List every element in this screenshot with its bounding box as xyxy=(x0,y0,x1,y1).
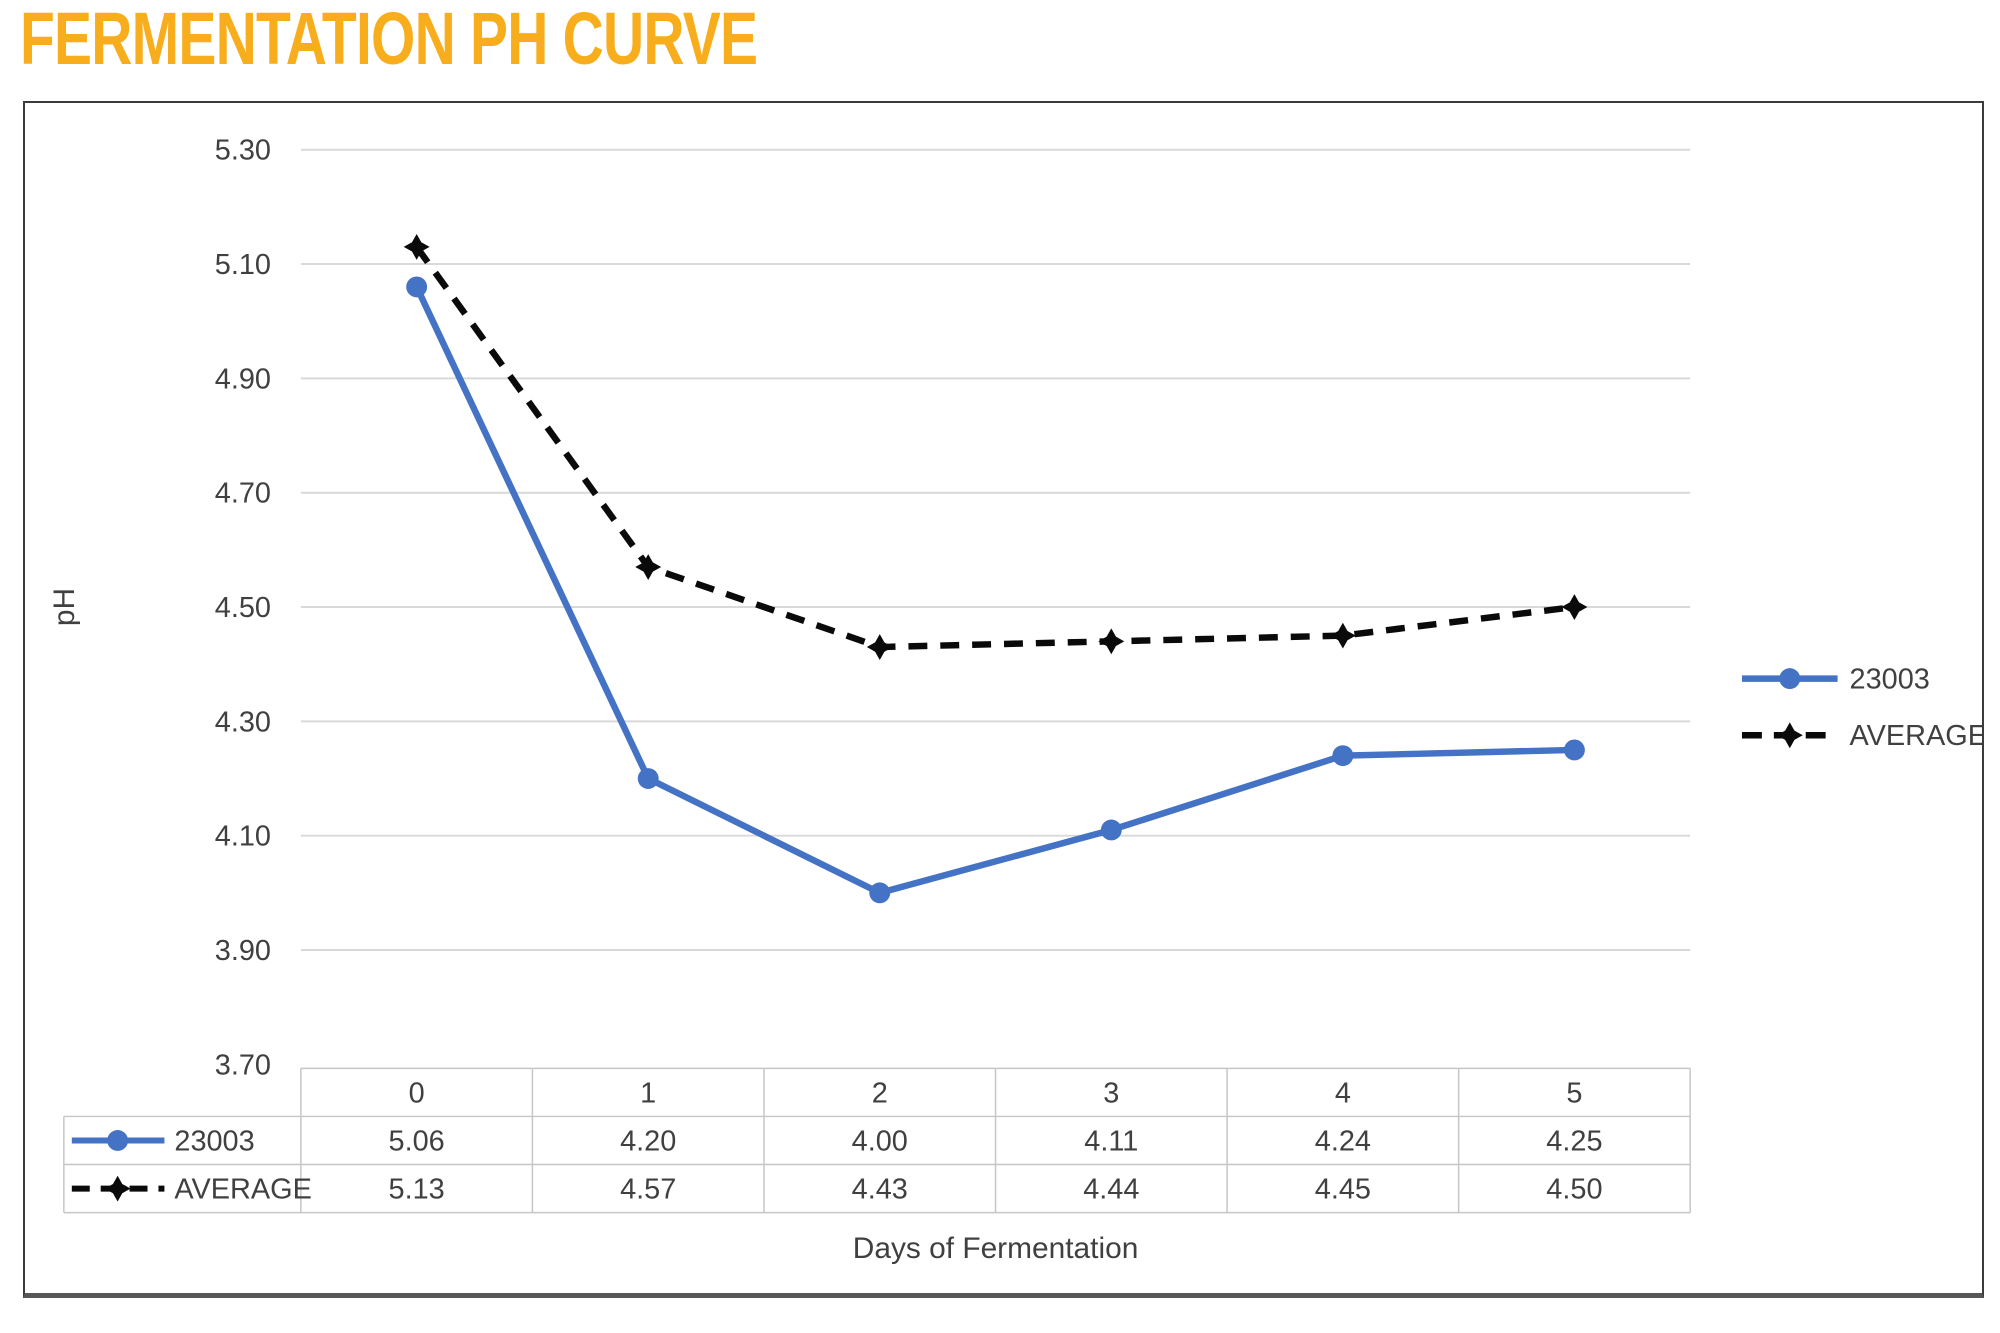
fermentation-ph-line-chart: 5.305.104.904.704.504.304.103.903.70pH23… xyxy=(48,135,1982,1266)
y-tick-label: 4.30 xyxy=(215,706,271,738)
y-tick-label: 4.70 xyxy=(215,478,271,510)
y-tick-label: 3.70 xyxy=(215,1049,271,1081)
y-tick-label: 3.90 xyxy=(215,935,271,967)
table-cell: 4.44 xyxy=(1083,1174,1139,1206)
table-key-marker-23003 xyxy=(107,1130,129,1151)
table-cell: 4.50 xyxy=(1546,1174,1602,1206)
table-row-label: 23003 xyxy=(174,1125,254,1157)
table-cell: 4.45 xyxy=(1315,1174,1371,1206)
chart-frame: 5.30 5.10 4.90 4.70 4.50 4.30 4.10 3.90 3.70 pH 23… xyxy=(23,101,1984,1298)
data-point-average-2 xyxy=(866,634,893,660)
table-header-cell: 2 xyxy=(872,1077,888,1109)
data-point-average-1 xyxy=(635,554,662,580)
series-line-average xyxy=(414,245,1575,651)
data-point-23003-3 xyxy=(1100,819,1122,841)
data-point-23003-5 xyxy=(1563,739,1585,761)
legend-label-average: AVERAGE xyxy=(1850,720,1982,752)
data-point-average-4 xyxy=(1329,622,1356,649)
y-tick-label: 5.30 xyxy=(215,135,271,167)
data-point-average-5 xyxy=(1561,594,1588,620)
y-axis-title: pH xyxy=(48,588,81,626)
series-line-23003 xyxy=(413,285,1575,897)
x-axis-title: Days of Fermentation xyxy=(853,1232,1139,1265)
table-cell: 4.57 xyxy=(620,1174,676,1206)
legend-key-marker-average xyxy=(1776,722,1803,749)
table-cell: 5.13 xyxy=(389,1174,445,1206)
page-title: FERMENTATION PH CURVE xyxy=(20,0,758,80)
table-header-cell: 3 xyxy=(1103,1077,1119,1109)
table-cell: 4.43 xyxy=(852,1174,908,1206)
y-tick-label: 4.10 xyxy=(215,821,271,853)
table-header-cell: 4 xyxy=(1335,1077,1351,1109)
data-point-23003-2 xyxy=(869,882,891,904)
table-cell: 5.06 xyxy=(389,1125,445,1157)
table-row-label: AVERAGE xyxy=(174,1174,311,1206)
legend-label-23003: 23003 xyxy=(1850,664,1930,696)
table-header-cell: 5 xyxy=(1566,1077,1582,1109)
table-header-cell: 1 xyxy=(640,1077,656,1109)
table-key-marker-average xyxy=(104,1175,131,1202)
table-header-cell: 0 xyxy=(409,1077,425,1109)
y-tick-label: 5.10 xyxy=(215,249,271,281)
table-cell: 4.24 xyxy=(1315,1125,1371,1157)
data-point-average-0 xyxy=(403,233,430,260)
data-point-23003-1 xyxy=(637,768,659,789)
legend-key-marker-23003 xyxy=(1779,668,1801,690)
data-point-average-3 xyxy=(1098,628,1125,655)
data-point-23003-0 xyxy=(406,276,428,298)
data-point-23003-4 xyxy=(1332,745,1354,767)
y-tick-label: 4.90 xyxy=(215,363,271,395)
table-cell: 4.11 xyxy=(1084,1125,1138,1157)
table-cell: 4.25 xyxy=(1546,1125,1602,1157)
table-cell: 4.20 xyxy=(620,1125,676,1157)
y-tick-label: 4.50 xyxy=(215,592,271,624)
table-cell: 4.00 xyxy=(852,1125,908,1157)
